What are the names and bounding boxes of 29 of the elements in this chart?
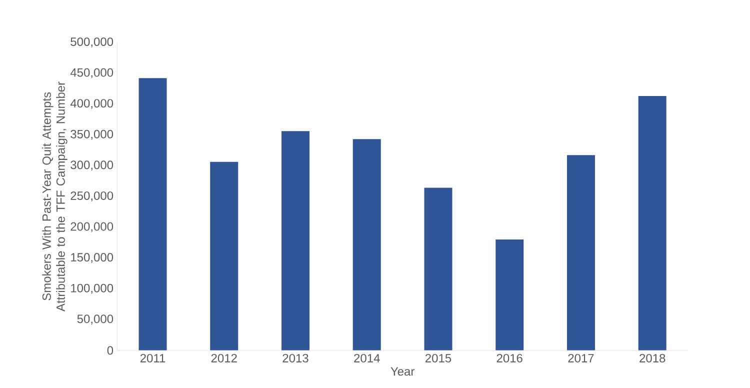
- bar: [138, 78, 167, 350]
- bar: [496, 240, 524, 350]
- x-tick-label: 2012: [211, 354, 237, 362]
- x-tick-label: 2014: [354, 354, 380, 362]
- y-tick-label: 150,000: [71, 253, 114, 263]
- x-tick-label: 2016: [496, 354, 522, 362]
- y-tick-label: 250,000: [70, 191, 114, 202]
- y-tick-label: 200,000: [70, 222, 114, 232]
- bar: [281, 131, 310, 350]
- bar: [210, 162, 238, 350]
- y-tick-label: 450,000: [70, 68, 114, 78]
- x-tick-label: 2011: [140, 354, 166, 362]
- y-axis-title: Smokers With Past-Year Quit Attempts Attributable to the TFF Campaign, Number: [42, 82, 68, 312]
- x-axis-title: Year: [390, 367, 414, 376]
- y-tick-label: 300,000: [70, 160, 114, 171]
- x-tick-label: 2013: [282, 354, 308, 362]
- y-tick-label: 100,000: [71, 284, 114, 294]
- y-tick-label: 350,000: [70, 130, 114, 140]
- x-tick-label: 2017: [568, 354, 594, 362]
- y-tick-label: 400,000: [70, 99, 114, 109]
- bar: [566, 155, 595, 350]
- x-tick-label: 2015: [425, 354, 452, 362]
- bar: [638, 96, 666, 350]
- bar: [352, 139, 381, 350]
- y-tick-label: 50,000: [77, 314, 114, 325]
- x-tick-label: 2018: [640, 354, 666, 362]
- bar: [424, 188, 452, 350]
- y-tick-label: 0: [107, 346, 114, 355]
- y-tick-label: 500,000: [70, 37, 114, 48]
